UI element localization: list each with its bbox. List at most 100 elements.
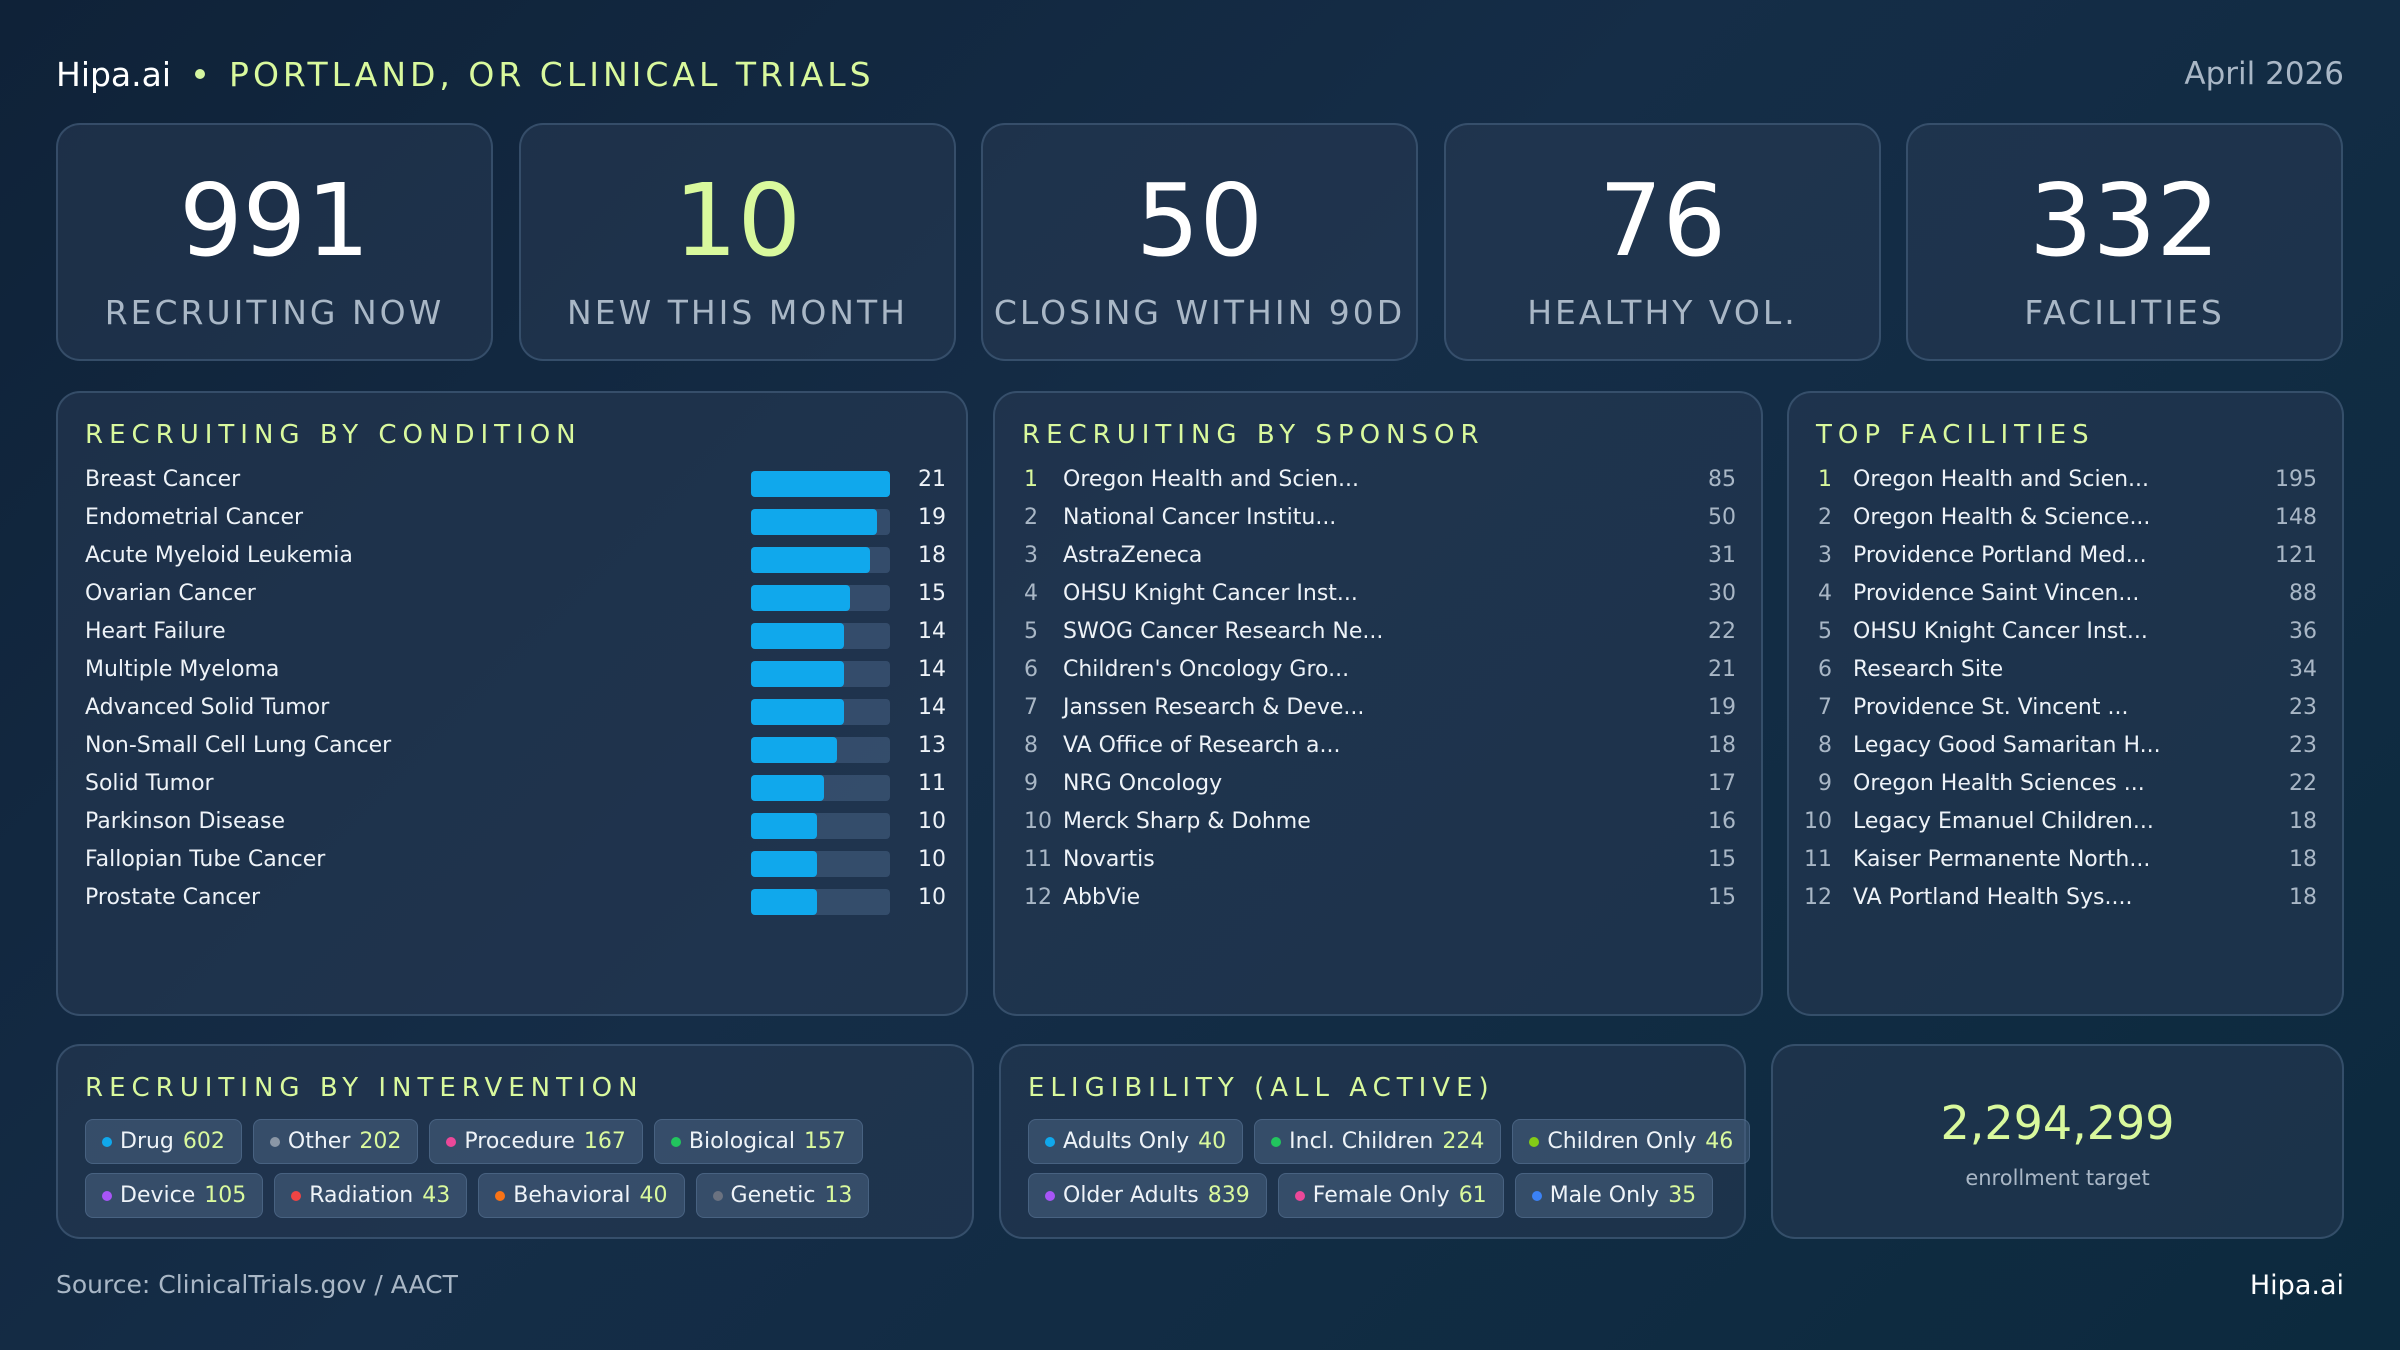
sponsor-row[interactable]: 10 Merck Sharp & Dohme 16 — [995, 809, 1765, 847]
facilities-row[interactable]: 2 Oregon Health & Science... 148 — [1789, 505, 2346, 543]
sponsor-row[interactable]: 1 Oregon Health and Scien... 85 — [995, 467, 1765, 505]
filter-chip[interactable]: Drug 602 — [85, 1119, 242, 1164]
sponsor-row[interactable]: 8 VA Office of Research a... 18 — [995, 733, 1765, 771]
condition-bar — [751, 889, 818, 915]
chip-count: 224 — [1442, 1129, 1485, 1154]
facilities-row[interactable]: 3 Providence Portland Med... 121 — [1789, 543, 2346, 581]
condition-count: 14 — [918, 657, 946, 682]
facilities-row[interactable]: 7 Providence St. Vincent ... 23 — [1789, 695, 2346, 733]
facilities-row[interactable]: 9 Oregon Health Sciences ... 22 — [1789, 771, 2346, 809]
sponsor-name: NRG Oncology — [1063, 771, 1223, 796]
kpi-label: NEW THIS MONTH — [567, 293, 908, 332]
facilities-name: Oregon Health and Scien... — [1853, 467, 2150, 492]
rank-number: 4 — [1818, 581, 1832, 606]
filter-chip[interactable]: Genetic 13 — [695, 1173, 870, 1218]
facilities-row[interactable]: 11 Kaiser Permanente North... 18 — [1789, 847, 2346, 885]
condition-bar-track — [751, 509, 890, 535]
report-date: April 2026 — [2184, 56, 2344, 92]
condition-row[interactable]: Solid Tumor 11 — [85, 771, 946, 809]
chip-label: Female Only — [1312, 1183, 1450, 1208]
filter-chip[interactable]: Male Only 35 — [1514, 1173, 1714, 1218]
facilities-name: Research Site — [1853, 657, 2004, 682]
condition-row[interactable]: Non-Small Cell Lung Cancer 13 — [85, 733, 946, 771]
condition-count: 14 — [918, 619, 946, 644]
kpi-new-this-month[interactable]: 10 NEW THIS MONTH — [519, 123, 956, 361]
filter-chip[interactable]: Female Only 61 — [1277, 1173, 1504, 1218]
condition-row[interactable]: Parkinson Disease 10 — [85, 809, 946, 847]
condition-bar — [751, 813, 818, 839]
kpi-recruiting-now[interactable]: 991 RECRUITING NOW — [56, 123, 493, 361]
brand-logo[interactable]: Hipa.ai — [56, 54, 172, 94]
rank-number: 8 — [1818, 733, 1832, 758]
filter-chip[interactable]: Radiation 43 — [274, 1173, 468, 1218]
rank-number: 8 — [1024, 733, 1038, 758]
chip-count: 167 — [583, 1129, 626, 1154]
condition-bar — [751, 661, 844, 687]
kpi-healthy-volunteers[interactable]: 76 HEALTHY VOL. — [1444, 123, 1881, 361]
footer-brand[interactable]: Hipa.ai — [2249, 1270, 2344, 1301]
filter-chip[interactable]: Behavioral 40 — [478, 1173, 685, 1218]
condition-row[interactable]: Ovarian Cancer 15 — [85, 581, 946, 619]
sponsor-row[interactable]: 6 Children's Oncology Gro... 21 — [995, 657, 1765, 695]
filter-chip[interactable]: Children Only 46 — [1512, 1119, 1751, 1164]
facilities-row[interactable]: 8 Legacy Good Samaritan H... 23 — [1789, 733, 2346, 771]
facilities-row[interactable]: 5 OHSU Knight Cancer Inst... 36 — [1789, 619, 2346, 657]
filter-chip[interactable]: Biological 157 — [653, 1119, 863, 1164]
sponsor-row[interactable]: 5 SWOG Cancer Research Ne... 22 — [995, 619, 1765, 657]
kpi-facilities[interactable]: 332 FACILITIES — [1906, 123, 2343, 361]
filter-chip[interactable]: Older Adults 839 — [1028, 1173, 1267, 1218]
facilities-row[interactable]: 4 Providence Saint Vincen... 88 — [1789, 581, 2346, 619]
dot-icon — [1531, 1190, 1542, 1201]
facilities-count: 148 — [2275, 505, 2317, 530]
sponsor-row[interactable]: 9 NRG Oncology 17 — [995, 771, 1765, 809]
chip-row: Older Adults 839 Female Only 61 Male Only 35 — [1028, 1173, 1724, 1218]
sponsor-row[interactable]: 2 National Cancer Institu... 50 — [995, 505, 1765, 543]
facilities-row[interactable]: 10 Legacy Emanuel Children... 18 — [1789, 809, 2346, 847]
condition-row[interactable]: Breast Cancer 21 — [85, 467, 946, 505]
facilities-row[interactable]: 1 Oregon Health and Scien... 195 — [1789, 467, 2346, 505]
filter-chip[interactable]: Incl. Children 224 — [1254, 1119, 1502, 1164]
condition-row[interactable]: Acute Myeloid Leukemia 18 — [85, 543, 946, 581]
condition-name: Solid Tumor — [85, 771, 214, 796]
source-note: Source: ClinicalTrials.gov / AACT — [56, 1270, 458, 1299]
separator-dot-icon — [195, 69, 206, 79]
sponsor-row[interactable]: 3 AstraZeneca 31 — [995, 543, 1765, 581]
rank-number: 1 — [1024, 467, 1038, 492]
condition-count: 13 — [918, 733, 946, 758]
chip-count: 40 — [639, 1183, 668, 1208]
condition-bar-track — [751, 813, 890, 839]
kpi-label: FACILITIES — [2024, 293, 2225, 332]
condition-row[interactable]: Endometrial Cancer 19 — [85, 505, 946, 543]
condition-row[interactable]: Prostate Cancer 10 — [85, 885, 946, 923]
dot-icon — [446, 1136, 457, 1147]
sponsor-row[interactable]: 11 Novartis 15 — [995, 847, 1765, 885]
facilities-row[interactable]: 12 VA Portland Health Sys.... 18 — [1789, 885, 2346, 923]
sponsor-row[interactable]: 12 AbbVie 15 — [995, 885, 1765, 923]
sponsor-count: 15 — [1708, 847, 1736, 872]
rank-number: 10 — [1804, 809, 1832, 834]
sponsor-row[interactable]: 7 Janssen Research & Deve... 19 — [995, 695, 1765, 733]
condition-bar-track — [751, 851, 890, 877]
chip-count: 40 — [1198, 1129, 1227, 1154]
facilities-panel: TOP FACILITIES 1 Oregon Health and Scien.… — [1787, 391, 2344, 1016]
facilities-row[interactable]: 6 Research Site 34 — [1789, 657, 2346, 695]
sponsor-name: Merck Sharp & Dohme — [1063, 809, 1311, 834]
condition-row[interactable]: Fallopian Tube Cancer 10 — [85, 847, 946, 885]
sponsor-count: 85 — [1708, 467, 1736, 492]
intervention-panel: RECRUITING BY INTERVENTION Drug 602 Other 2… — [56, 1044, 974, 1239]
sponsor-row[interactable]: 4 OHSU Knight Cancer Inst... 30 — [995, 581, 1765, 619]
condition-name: Multiple Myeloma — [85, 657, 280, 682]
filter-chip[interactable]: Adults Only 40 — [1028, 1119, 1244, 1164]
dot-icon — [269, 1136, 280, 1147]
condition-row[interactable]: Multiple Myeloma 14 — [85, 657, 946, 695]
rank-number: 10 — [1024, 809, 1052, 834]
condition-name: Breast Cancer — [85, 467, 241, 492]
condition-row[interactable]: Advanced Solid Tumor 14 — [85, 695, 946, 733]
kpi-closing-within-90d[interactable]: 50 CLOSING WITHIN 90D — [981, 123, 1418, 361]
filter-chip[interactable]: Device 105 — [85, 1173, 264, 1218]
filter-chip[interactable]: Other 202 — [252, 1119, 419, 1164]
condition-row[interactable]: Heart Failure 14 — [85, 619, 946, 657]
enrollment-target-value: 2,294,299 — [1940, 1096, 2175, 1150]
filter-chip[interactable]: Procedure 167 — [429, 1119, 643, 1164]
condition-name: Non-Small Cell Lung Cancer — [85, 733, 392, 758]
